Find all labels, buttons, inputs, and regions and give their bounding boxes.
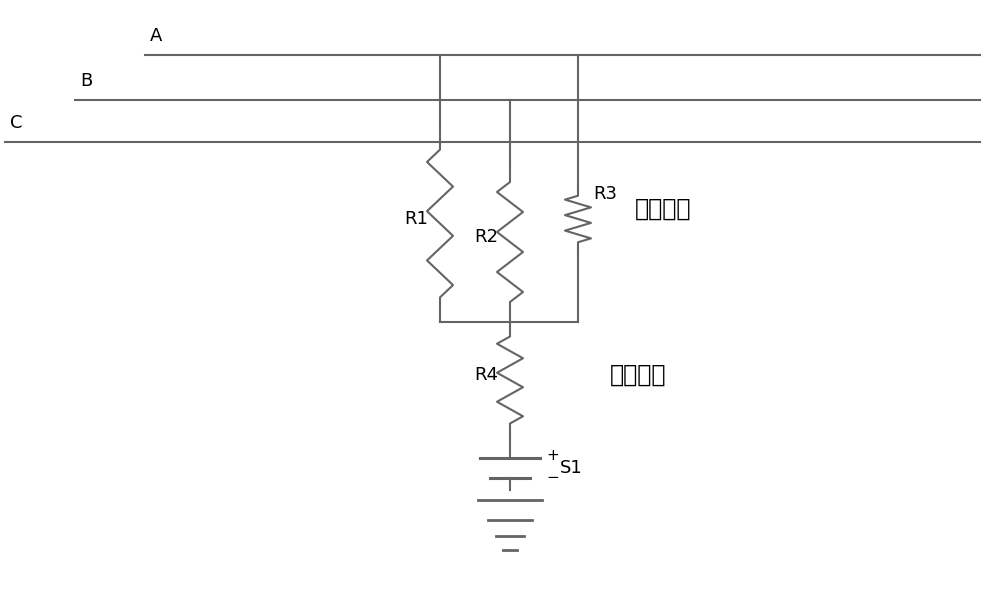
Text: R4: R4 [474, 366, 498, 384]
Text: B: B [80, 72, 92, 90]
Text: −: − [546, 470, 559, 484]
Text: R3: R3 [593, 185, 617, 203]
Text: 限流电阱: 限流电阱 [635, 197, 692, 221]
Text: A: A [150, 27, 162, 45]
Text: C: C [10, 114, 22, 132]
Text: R2: R2 [474, 228, 498, 246]
Text: 取样电阱: 取样电阱 [610, 363, 666, 387]
Text: +: + [546, 448, 559, 462]
Text: R1: R1 [404, 209, 428, 228]
Text: S1: S1 [560, 459, 583, 477]
